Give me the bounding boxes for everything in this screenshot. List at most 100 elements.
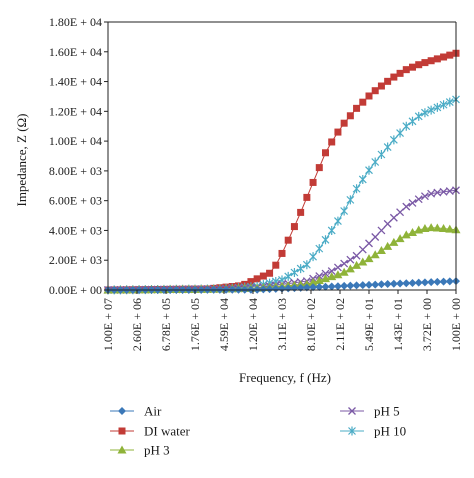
data-point-ph-10 bbox=[358, 174, 367, 184]
data-point-di-water bbox=[402, 66, 410, 74]
data-point-ph-10 bbox=[327, 225, 336, 235]
data-point-ph-10 bbox=[315, 244, 324, 254]
series-line-ph-5 bbox=[107, 189, 457, 291]
x-tick-label: 1.20E + 04 bbox=[246, 298, 260, 351]
data-point-ph-5 bbox=[352, 251, 361, 260]
data-point-di-water bbox=[365, 92, 373, 100]
y-tick-label: 1.60E + 04 bbox=[49, 45, 102, 59]
data-point-air bbox=[259, 285, 268, 294]
data-point-air bbox=[402, 279, 411, 288]
legend-item-ph-5: pH 5 bbox=[340, 404, 400, 419]
data-point-di-water bbox=[346, 112, 354, 120]
data-point-ph-10 bbox=[383, 142, 392, 152]
x-tick-label: 1.76E + 05 bbox=[188, 298, 202, 351]
data-point-di-water bbox=[340, 119, 348, 127]
data-point-di-water bbox=[272, 261, 280, 269]
data-point-ph-10 bbox=[352, 184, 361, 194]
data-point-ph-3 bbox=[395, 234, 405, 243]
y-tick-label: 4.00E + 03 bbox=[49, 223, 102, 237]
x-tick-label: 3.72E + 00 bbox=[420, 298, 434, 351]
y-tick-label: 1.40E + 04 bbox=[49, 75, 102, 89]
data-point-ph-3 bbox=[426, 223, 436, 232]
data-point-di-water bbox=[278, 249, 286, 257]
data-point-air bbox=[265, 285, 274, 294]
data-point-di-water bbox=[315, 164, 323, 172]
data-point-di-water bbox=[297, 208, 305, 216]
data-point-air bbox=[433, 277, 442, 286]
data-point-ph-10 bbox=[402, 121, 411, 131]
data-point-di-water bbox=[359, 98, 367, 106]
data-point-air bbox=[346, 281, 355, 290]
data-point-air bbox=[389, 279, 398, 288]
data-point-ph-10 bbox=[389, 135, 398, 145]
data-point-air bbox=[377, 280, 386, 289]
data-point-air bbox=[365, 280, 373, 289]
data-point-di-water bbox=[440, 53, 448, 61]
y-tick-label: 6.00E + 03 bbox=[49, 194, 102, 208]
x-tick-label: 6.78E + 05 bbox=[159, 298, 173, 351]
data-point-ph-5 bbox=[396, 208, 405, 217]
data-point-air bbox=[445, 277, 454, 286]
data-point-ph-5 bbox=[321, 269, 330, 278]
legend-label-air: Air bbox=[144, 404, 162, 419]
data-point-di-water bbox=[390, 73, 398, 81]
x-tick-label: 1.43E + 01 bbox=[391, 298, 405, 351]
data-point-air bbox=[309, 283, 318, 292]
x-axis-title: Frequency, f (Hz) bbox=[239, 370, 331, 385]
legend-item-ph-10: pH 10 bbox=[340, 424, 406, 439]
data-point-ph-10 bbox=[302, 260, 311, 270]
data-point-ph-3 bbox=[376, 246, 386, 255]
data-point-ph-10 bbox=[445, 97, 454, 107]
legend-marker-di-water bbox=[118, 427, 126, 435]
data-point-air bbox=[352, 281, 361, 290]
data-point-ph-10 bbox=[309, 252, 317, 262]
legend-item-ph-3: pH 3 bbox=[110, 443, 170, 458]
data-point-air bbox=[408, 278, 417, 287]
data-point-ph-5 bbox=[383, 219, 392, 228]
x-tick-label: 3.11E + 03 bbox=[275, 298, 289, 351]
data-point-di-water bbox=[290, 223, 298, 231]
data-point-ph-5 bbox=[414, 195, 423, 204]
data-point-ph-3 bbox=[358, 257, 368, 266]
data-point-di-water bbox=[377, 82, 385, 90]
x-tick-label: 2.11E + 02 bbox=[333, 298, 347, 351]
data-point-air bbox=[439, 277, 448, 286]
y-tick-label: 1.20E + 04 bbox=[49, 104, 102, 118]
y-axis-title: Impedance, Z (Ω) bbox=[14, 113, 29, 206]
data-point-ph-5 bbox=[333, 263, 342, 272]
data-point-air bbox=[358, 281, 367, 290]
data-point-ph-5 bbox=[389, 213, 398, 222]
y-tick-label: 1.80E + 04 bbox=[49, 15, 102, 29]
data-point-ph-5 bbox=[346, 255, 355, 264]
x-tick-label: 2.60E + 06 bbox=[130, 298, 144, 351]
data-point-air bbox=[420, 278, 429, 287]
data-point-di-water bbox=[427, 57, 435, 65]
data-markers-layer bbox=[103, 49, 461, 295]
data-point-air bbox=[340, 281, 349, 290]
y-tick-label: 2.00E + 03 bbox=[49, 253, 102, 267]
data-point-di-water bbox=[334, 128, 342, 136]
data-point-ph-3 bbox=[333, 270, 343, 279]
legend-item-di-water: DI water bbox=[110, 424, 191, 439]
data-point-air bbox=[271, 284, 280, 293]
data-point-di-water bbox=[415, 61, 423, 69]
data-point-ph-3 bbox=[420, 223, 430, 232]
data-point-ph-10 bbox=[334, 216, 342, 226]
data-point-di-water bbox=[322, 149, 329, 157]
data-point-ph-10 bbox=[377, 150, 386, 160]
data-point-ph-3 bbox=[445, 224, 455, 233]
y-axis-ticks: 0.00E + 00 2.00E + 03 4.00E + 03 6.00E + 03… bbox=[49, 15, 108, 297]
x-axis-ticks: 1.00E + 07 2.60E + 06 6.78E + 05 1.76E + 05… bbox=[101, 290, 463, 351]
data-point-ph-3 bbox=[370, 250, 380, 259]
data-point-ph-10 bbox=[396, 128, 404, 138]
data-point-di-water bbox=[309, 178, 317, 186]
data-point-di-water bbox=[409, 63, 416, 71]
data-point-air bbox=[396, 279, 405, 288]
x-tick-label: 1.00E + 07 bbox=[101, 298, 115, 351]
legend-marker-ph-5 bbox=[348, 407, 356, 415]
series-di-water bbox=[104, 49, 460, 294]
data-point-di-water bbox=[328, 138, 336, 146]
data-point-ph-3 bbox=[383, 241, 393, 250]
